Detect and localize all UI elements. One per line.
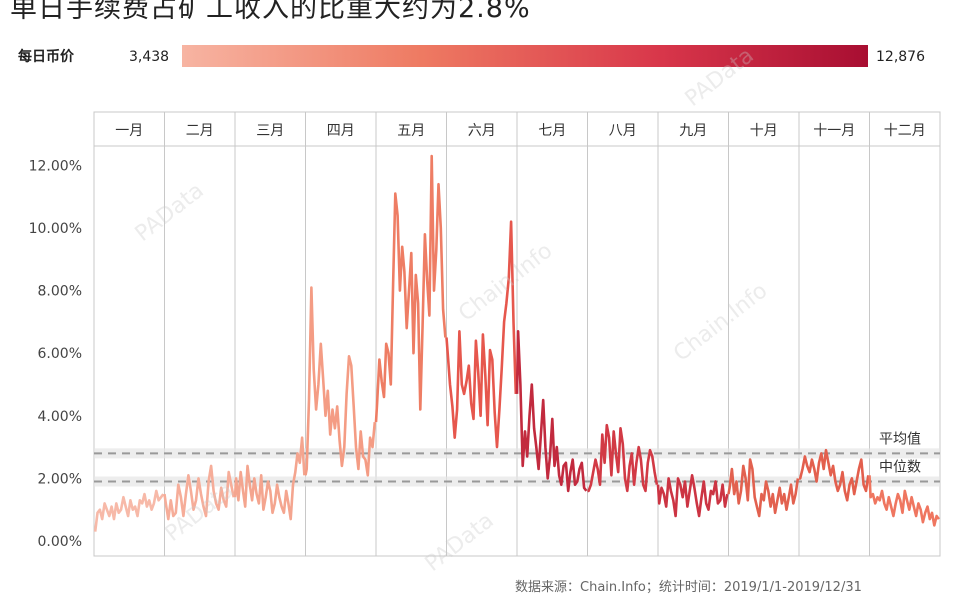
series-line-11 [798,448,870,502]
series-line-10 [727,458,800,518]
y-tick-label: 4.00% [38,409,82,425]
y-tick-label: 8.00% [38,284,82,300]
series-line-8 [587,423,659,493]
series-line-2 [163,464,235,521]
y-tick-label: 12.00% [29,158,82,174]
series-line-6 [445,220,518,449]
source-note: 数据来源：Chain.Info；统计时间：2019/1/1-2019/12/31 [515,580,862,595]
legend-max-value: 12,876 [876,49,925,65]
month-label: 六月 [468,123,496,139]
month-label: 八月 [609,123,637,139]
legend-label: 每日币价 [18,49,74,65]
month-label: 四月 [327,123,355,139]
month-label: 五月 [397,123,425,139]
series-line-9 [656,474,729,518]
series-line-3 [233,436,306,521]
y-tick-label: 0.00% [38,534,82,550]
month-label: 十二月 [884,123,926,139]
legend-color-bar [182,45,868,67]
series-line-5 [374,154,447,423]
month-label: 十月 [750,123,778,139]
month-label: 一月 [115,123,143,139]
month-label: 十一月 [813,123,855,139]
series-line-7 [515,330,588,493]
month-label: 九月 [679,123,707,139]
series-lines [93,154,940,532]
reference-label: 中位数 [879,460,921,476]
month-label: 二月 [186,123,214,139]
y-tick-label: 6.00% [38,346,82,362]
series-line-1 [93,489,165,532]
reference-label: 平均值 [879,431,921,447]
y-tick-label: 10.00% [29,221,82,237]
legend-min-value: 3,438 [129,49,170,65]
y-tick-label: 2.00% [38,471,82,487]
series-line-4 [304,286,377,477]
chart-title: 单日手续费占矿工收入的比重大约为2.8% [10,0,531,24]
y-axis: 0.00% 2.00% 4.00% 6.00% 8.00% 10.00% 12.00% [29,158,82,550]
series-line-12 [868,475,940,527]
month-label: 三月 [256,123,284,139]
month-label: 七月 [538,123,566,139]
